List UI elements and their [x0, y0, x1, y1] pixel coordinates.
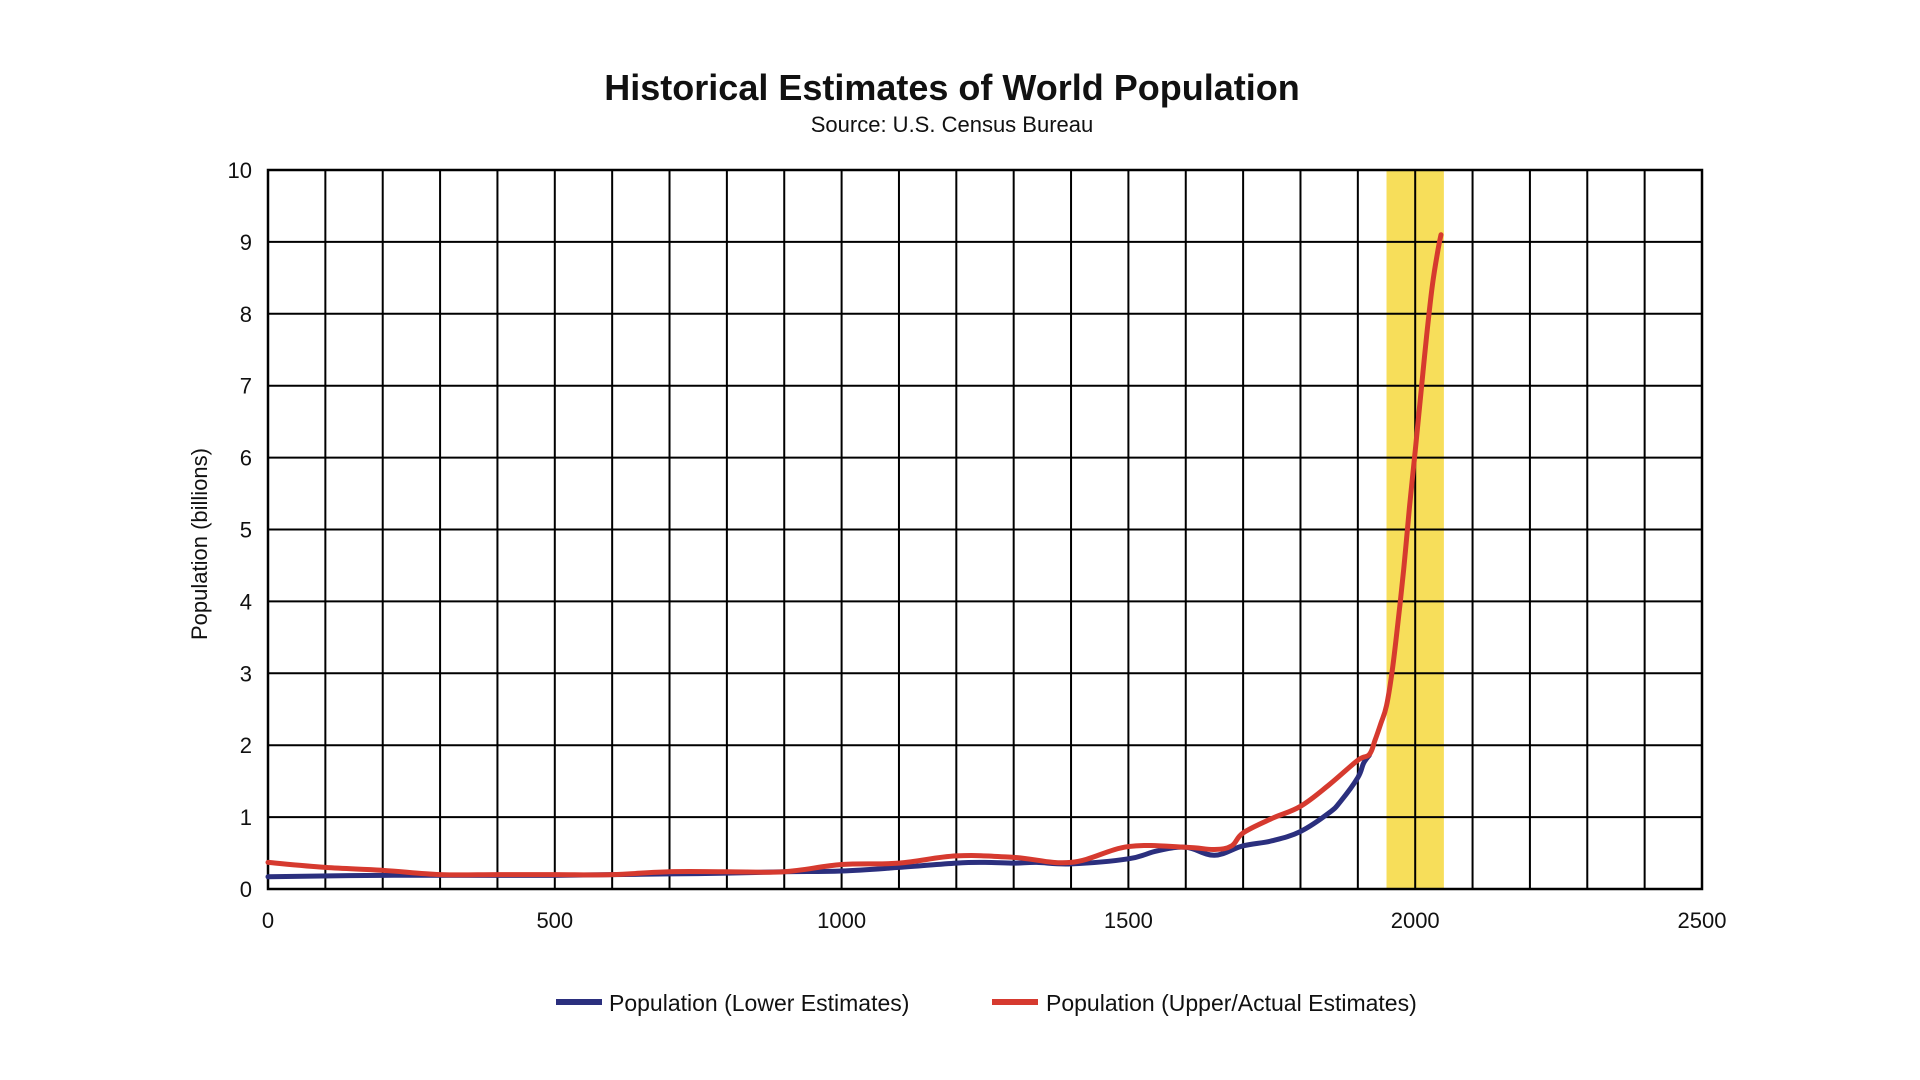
y-tick-label: 8 [240, 302, 252, 327]
x-tick-label: 2500 [1678, 908, 1727, 933]
grid-layer [267, 169, 1703, 890]
chart-title: Historical Estimates of World Population [604, 67, 1299, 108]
tick-label-layer: 0 500 1000 1500 2000 2500 0 1 2 3 4 5 6 7 8 9 10 [228, 158, 1727, 933]
y-tick-label: 3 [240, 661, 252, 686]
chart-subtitle: Source: U.S. Census Bureau [811, 112, 1093, 137]
series-layer [265, 232, 1444, 880]
y-tick-label: 1 [240, 805, 252, 830]
legend-label: Population (Lower Estimates) [609, 990, 909, 1016]
y-axis-label: Population (billions) [187, 448, 212, 640]
x-tick-label: 1500 [1104, 908, 1153, 933]
y-tick-label: 10 [228, 158, 252, 183]
legend-label: Population (Upper/Actual Estimates) [1046, 990, 1417, 1016]
x-tick-label: 0 [262, 908, 274, 933]
y-tick-label: 7 [240, 374, 252, 399]
y-tick-label: 5 [240, 518, 252, 543]
series-line-lower-estimates [265, 752, 1372, 880]
x-tick-label: 1000 [817, 908, 866, 933]
y-tick-label: 6 [240, 446, 252, 471]
y-tick-label: 0 [240, 877, 252, 902]
x-tick-label: 500 [536, 908, 573, 933]
y-tick-label: 4 [240, 589, 252, 614]
x-tick-label: 2000 [1391, 908, 1440, 933]
plot-frame [266, 168, 1704, 891]
legend: Population (Lower Estimates) Population (… [556, 990, 1417, 1016]
y-tick-label: 9 [240, 230, 252, 255]
series-line-upper-actual-estimates [265, 232, 1444, 878]
y-tick-label: 2 [240, 733, 252, 758]
